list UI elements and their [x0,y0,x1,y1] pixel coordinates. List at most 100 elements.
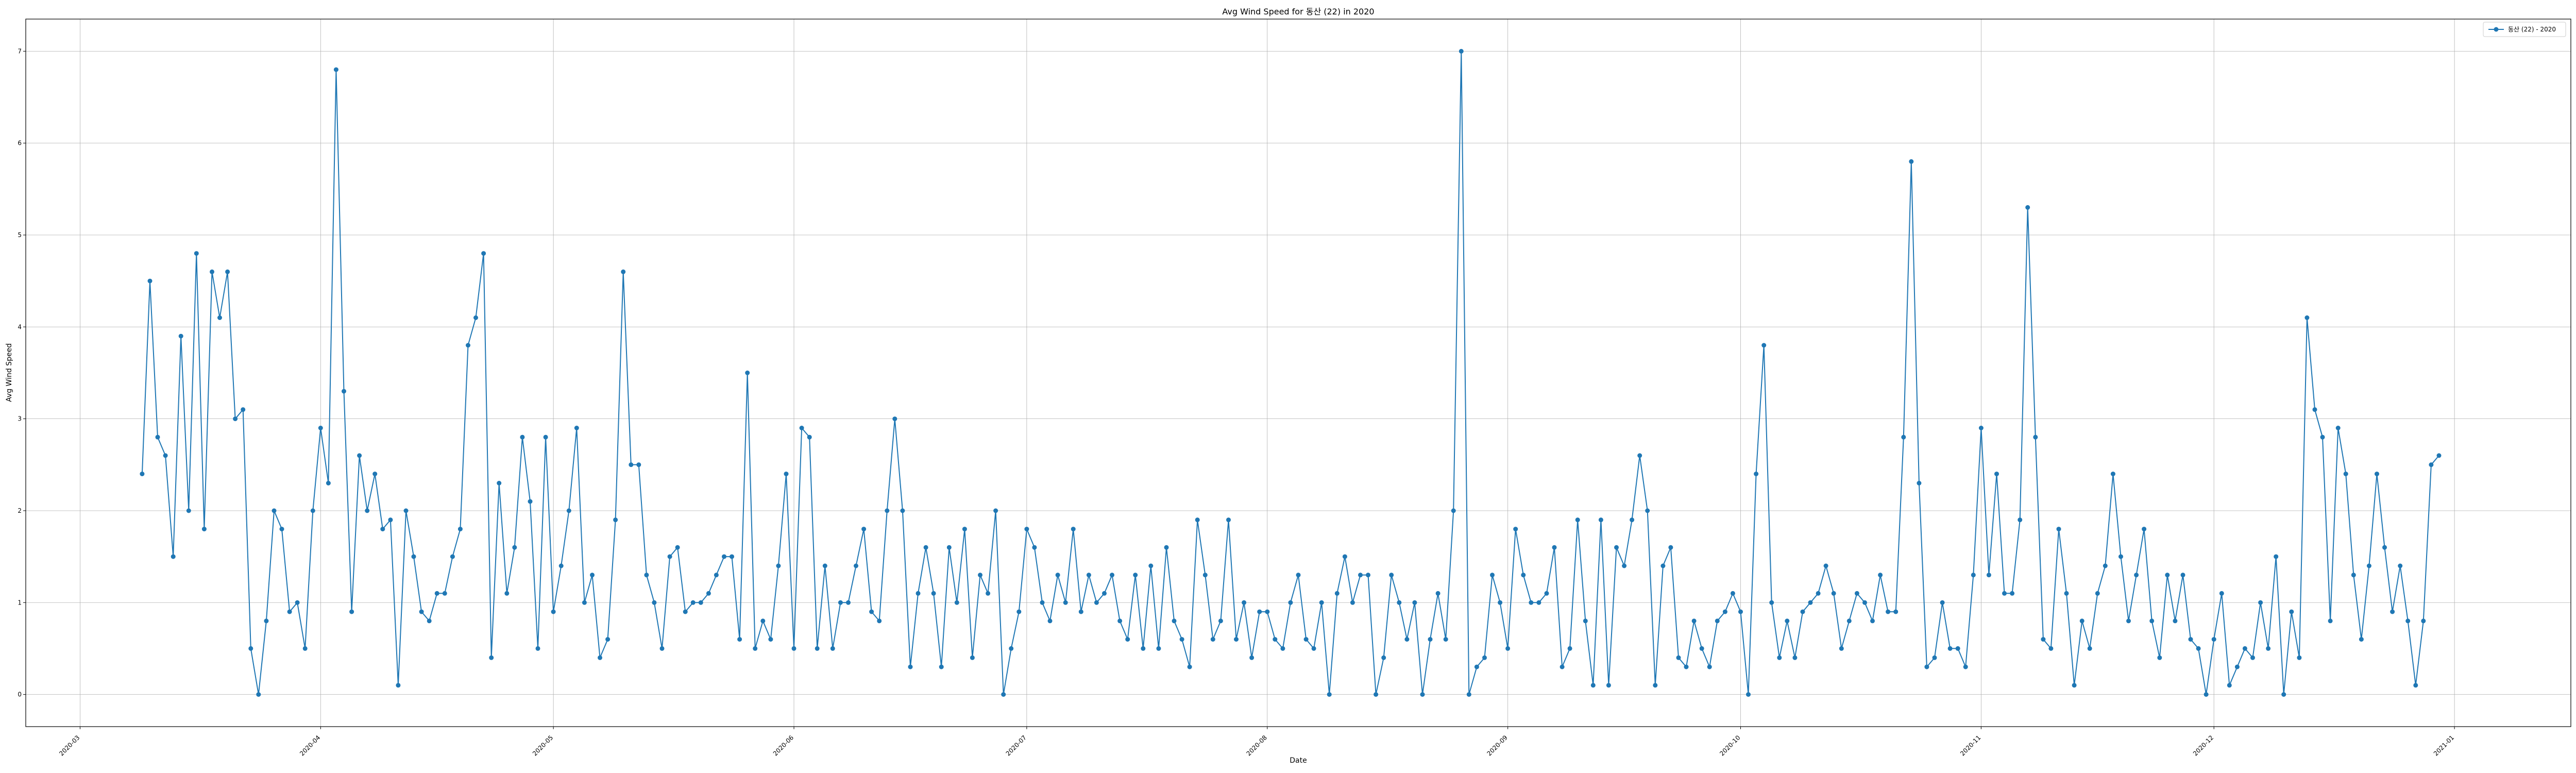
data-point [1536,600,1541,605]
data-point [1846,618,1852,624]
data-point [1420,692,1425,697]
data-point [2041,637,2046,642]
data-point [349,609,354,614]
data-point [1785,618,1790,624]
data-point [1466,692,1471,697]
data-point [1738,609,1743,614]
data-point [1311,646,1316,651]
data-point [210,269,214,274]
data-point [636,462,641,467]
data-point [2072,683,2077,688]
y-tick-label: 5 [18,231,22,239]
data-point [1482,655,1487,660]
data-point [2304,315,2310,320]
data-point [1412,600,1417,605]
data-point [1389,573,1394,578]
data-point [2390,609,2395,614]
data-point [1800,609,1805,614]
x-tick-label: 2021-01 [2432,734,2455,757]
data-point [885,508,890,513]
data-point [1032,545,1037,550]
data-point [698,600,703,605]
data-point [1078,609,1083,614]
data-point [1862,600,1867,605]
data-point [1498,600,1503,605]
data-point [2297,655,2302,660]
data-point [2343,472,2348,477]
data-point [2157,655,2162,660]
data-point [1792,655,1798,660]
data-point [799,426,804,430]
data-point [1854,591,1859,596]
data-point [1978,426,1984,430]
chart-title: Avg Wind Speed for 동산 (22) in 2020 [1222,7,1374,16]
data-point [1265,609,1270,614]
data-point [877,618,882,624]
data-point [2258,600,2263,605]
x-tick-label: 2020-12 [2192,734,2215,757]
data-point [730,554,734,559]
data-point [178,333,183,339]
data-point [1653,683,1658,688]
data-point [295,600,300,605]
data-point [1257,609,1262,614]
data-point [1808,600,1813,605]
data-point [1179,637,1184,642]
data-point [411,554,416,559]
data-point [419,609,424,614]
data-point [2196,646,2201,651]
data-point [1986,573,1991,578]
data-point [1381,655,1386,660]
data-point [357,453,362,458]
data-point [1474,664,1479,669]
data-point [147,278,152,283]
data-point [1358,573,1363,578]
data-point [784,472,789,477]
data-point [365,508,370,513]
data-point [1691,618,1697,624]
data-point [1009,646,1014,651]
data-point [1242,600,1247,605]
data-point [822,563,827,568]
data-point [1598,517,1603,523]
data-point [1443,637,1448,642]
x-tick-label: 2020-04 [298,734,321,757]
data-point [1334,591,1340,596]
data-point [442,591,447,596]
y-tick-label: 0 [18,691,22,698]
data-point [279,527,284,532]
data-point [1886,609,1891,614]
data-point [768,637,773,642]
data-point [667,554,672,559]
x-tick-label: 2020-03 [58,734,81,757]
data-point [2219,591,2224,596]
data-point [140,472,145,477]
data-point [854,563,858,568]
data-point [248,646,253,651]
data-point [566,508,571,513]
data-point [2375,472,2379,477]
data-point [1963,664,1968,669]
data-point [1249,655,1255,660]
data-point [1435,591,1440,596]
data-point [186,508,191,513]
data-point [737,637,742,642]
data-point [1606,683,1611,688]
data-point [264,618,269,624]
data-point [233,416,238,422]
data-point [675,545,680,550]
data-point [241,407,246,412]
data-point [807,434,812,440]
data-point [2010,591,2015,596]
x-tick-label: 2020-07 [1005,734,1028,757]
data-point [1614,545,1619,550]
data-point [155,434,160,440]
legend-label: 동산 (22) - 2020 [2508,26,2556,33]
data-point [1055,573,1060,578]
data-point [1699,646,1704,651]
y-tick-label: 3 [18,415,22,423]
data-point [473,315,478,320]
data-point [2398,563,2403,568]
series-line [141,51,2439,695]
y-tick-label: 6 [18,140,22,147]
